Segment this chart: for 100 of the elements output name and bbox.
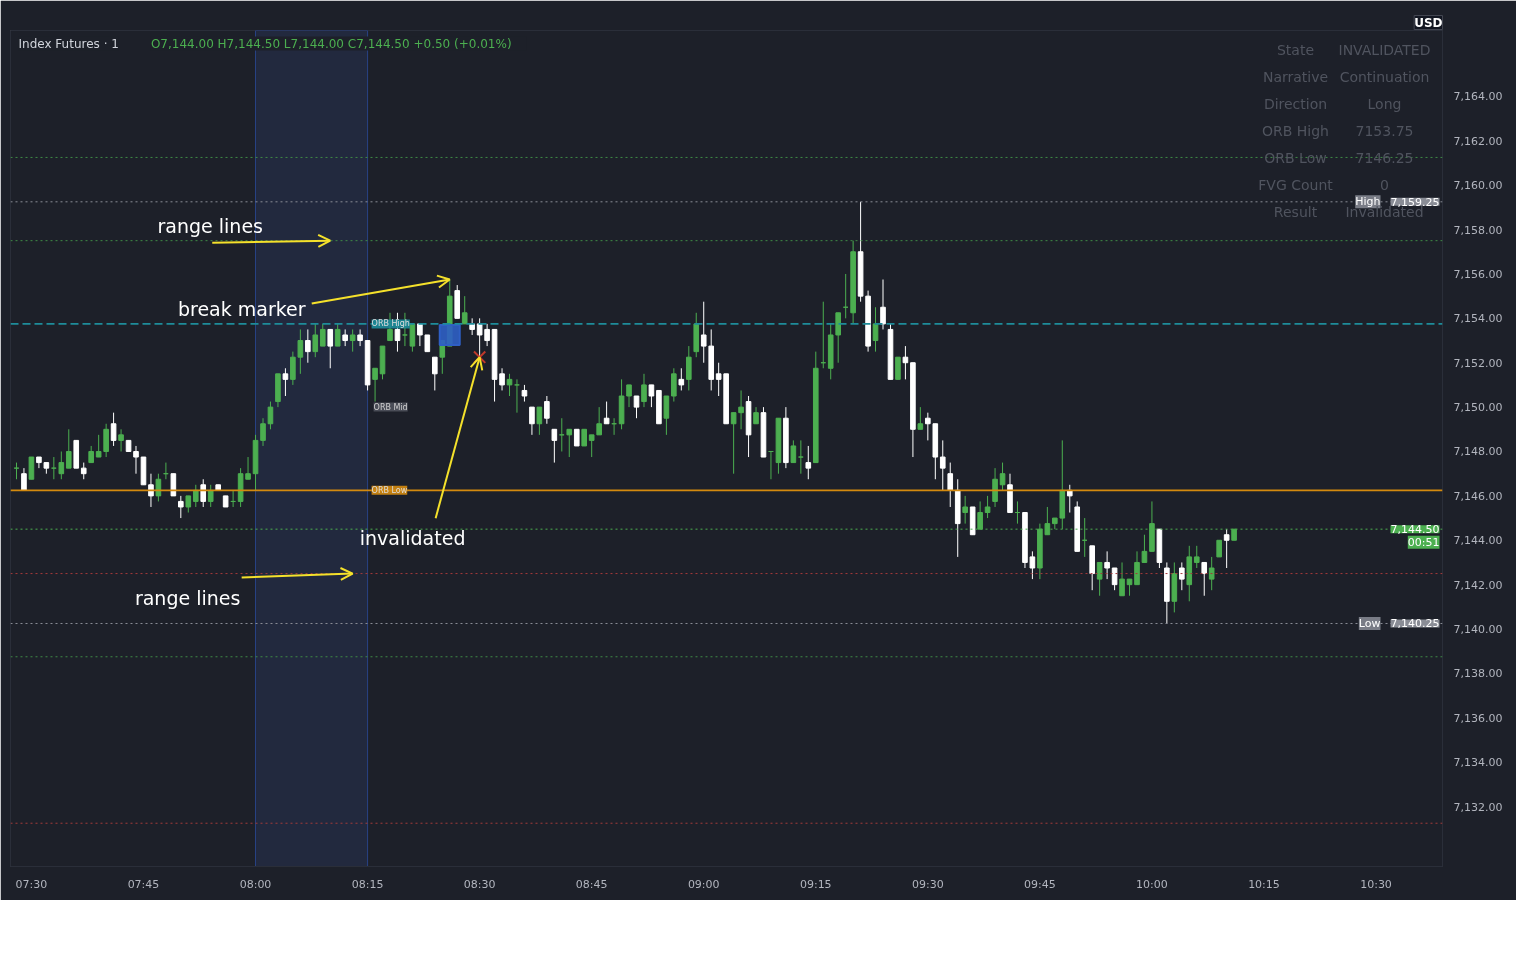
ref-line-label: Low xyxy=(1358,616,1381,630)
candlestick xyxy=(738,389,744,430)
candlestick xyxy=(305,328,311,364)
candlestick xyxy=(603,401,610,425)
candlestick xyxy=(148,473,154,508)
candlestick xyxy=(917,406,924,430)
y-tick-label: 7,134.00 xyxy=(1453,756,1503,770)
y-tick-label: 7,152.00 xyxy=(1453,356,1503,370)
candlestick xyxy=(1119,561,1125,597)
annotation: invalidated xyxy=(359,527,466,550)
annotation: 7,144.50 xyxy=(1390,523,1440,537)
y-tick-label: 7,164.00 xyxy=(1453,90,1503,104)
candlestick xyxy=(880,279,886,330)
annotation: ORB Mid xyxy=(373,402,408,412)
candlestick xyxy=(133,445,139,475)
candlestick xyxy=(790,439,797,464)
candlestick xyxy=(297,328,304,375)
x-tick-label: 09:45 xyxy=(1024,877,1056,891)
candlestick xyxy=(730,412,737,475)
candlestick xyxy=(700,301,707,364)
candlestick xyxy=(641,373,647,408)
candlestick xyxy=(207,484,214,508)
annotation: break marker xyxy=(177,297,306,320)
y-tick-label: 7,150.00 xyxy=(1453,401,1503,415)
ref-line-label: ORB Low xyxy=(371,485,408,495)
candlestick xyxy=(686,345,692,391)
candlestick xyxy=(409,323,416,353)
candlestick xyxy=(1096,561,1103,597)
y-tick-label: 7,144.00 xyxy=(1453,534,1503,548)
candlestick xyxy=(110,412,117,447)
x-tick-label: 08:00 xyxy=(239,877,272,891)
candlestick xyxy=(1134,550,1140,586)
candlestick xyxy=(895,356,901,380)
candlestick xyxy=(805,445,812,480)
candlestick xyxy=(962,495,968,525)
candlestick xyxy=(558,417,565,452)
candlestick xyxy=(357,328,363,347)
x-tick-label: 07:30 xyxy=(15,877,48,891)
candlestick xyxy=(192,484,199,508)
candlestick xyxy=(999,462,1006,491)
candlestick xyxy=(596,406,602,436)
y-tick-label: 7,162.00 xyxy=(1453,134,1503,148)
candlestick xyxy=(327,328,334,369)
x-tick-label: 09:00 xyxy=(687,877,720,891)
y-tick-label: 7,146.00 xyxy=(1453,489,1503,503)
candlestick xyxy=(178,495,184,519)
candlestick xyxy=(200,478,207,508)
y-tick-label: 7,132.00 xyxy=(1453,800,1503,814)
candlestick xyxy=(902,345,909,380)
candlestick xyxy=(925,412,931,441)
candlestick xyxy=(58,451,65,480)
candlestick xyxy=(334,323,341,347)
candlestick xyxy=(1201,561,1208,597)
x-tick-label: 10:30 xyxy=(1360,877,1392,891)
candlestick xyxy=(551,428,558,464)
candlestick xyxy=(947,462,954,508)
y-tick-label: 7,158.00 xyxy=(1453,223,1503,237)
candlestick xyxy=(155,473,162,502)
annotation: 00:51 xyxy=(1407,535,1440,549)
y-axis-title: USD xyxy=(1414,15,1443,30)
candlestick xyxy=(671,367,677,403)
candlestick xyxy=(432,356,438,391)
candlestick xyxy=(648,384,655,408)
candlestick xyxy=(282,367,289,397)
candlestick xyxy=(28,456,35,480)
x-tick-label: 08:45 xyxy=(575,877,608,891)
candlestick xyxy=(1111,567,1118,591)
candlestick xyxy=(626,384,632,408)
candlestick xyxy=(1223,528,1230,569)
candlestick xyxy=(312,323,319,358)
annotation: 7,140.25 xyxy=(1390,617,1440,631)
y-tick-label: 7,160.00 xyxy=(1453,179,1503,193)
text: O7,144.00 H7,144.50 L7,144.00 C7,144.50 +0.50 (+0.01%) xyxy=(150,36,512,51)
x-tick-label: 07:45 xyxy=(127,877,160,891)
y-tick-label: 7,154.00 xyxy=(1453,312,1503,326)
y-tick-label: 7,148.00 xyxy=(1453,445,1503,459)
candlestick xyxy=(1066,484,1073,514)
x-tick-label: 08:15 xyxy=(351,877,384,891)
y-tick-label: 7,142.00 xyxy=(1453,578,1503,592)
candlestick xyxy=(1141,534,1148,563)
candlestick xyxy=(349,328,356,353)
candlestick xyxy=(566,428,573,458)
candlestick xyxy=(1104,550,1110,580)
candlestick xyxy=(118,428,124,452)
candlestick xyxy=(461,295,468,325)
candlestick xyxy=(992,467,998,508)
candlestick xyxy=(939,439,946,491)
ref-line-label: ORB High xyxy=(371,319,410,329)
candlestick xyxy=(529,406,535,436)
candlestick xyxy=(984,495,991,519)
x-tick-label: 09:15 xyxy=(799,877,832,891)
candlestick xyxy=(290,351,296,386)
candlestick xyxy=(633,395,640,419)
annotation: 7,159.25 xyxy=(1390,195,1440,209)
candlestick xyxy=(588,434,595,458)
y-tick-label: 7,156.00 xyxy=(1453,267,1503,281)
y-tick-label: 7,138.00 xyxy=(1453,667,1503,681)
candlestick xyxy=(835,312,841,364)
x-tick-label: 08:30 xyxy=(463,877,496,891)
y-tick-label: 7,140.00 xyxy=(1453,623,1503,637)
